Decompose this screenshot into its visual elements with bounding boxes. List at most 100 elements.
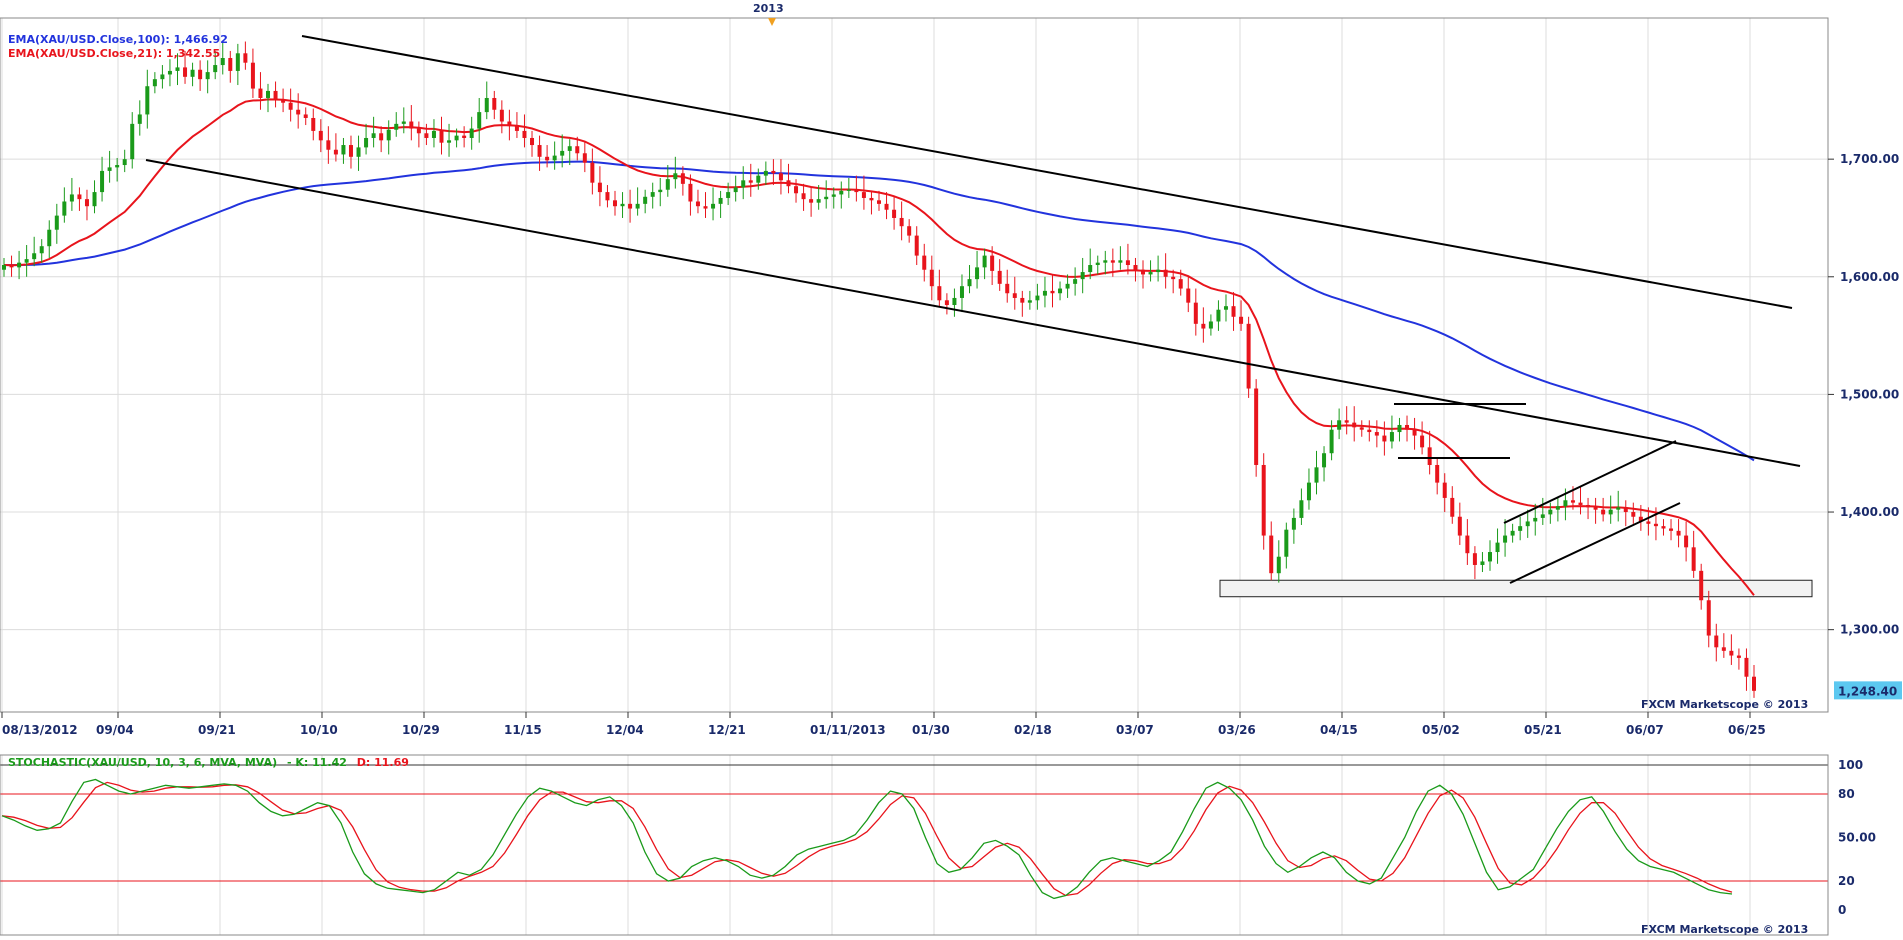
x-tick-label: 12/21 (708, 723, 746, 737)
flag-lower-line (1509, 502, 1681, 584)
candle-body (884, 203, 889, 210)
candle-body (1231, 306, 1236, 317)
trendlines (145, 35, 1801, 584)
candle-body (1269, 535, 1274, 574)
candle-body (54, 215, 59, 230)
candle-body (1450, 497, 1455, 517)
legend-stochastic: STOCHASTIC(XAU/USD, 10, 3, 6, MVA, MVA) … (8, 756, 409, 769)
candle-body (9, 265, 14, 268)
candle-body (1721, 647, 1726, 651)
candle-body (1337, 420, 1342, 430)
watermark-main: FXCM Marketscope © 2013 (1641, 698, 1809, 711)
candle-body (62, 201, 67, 216)
candle-body (439, 130, 444, 143)
x-tick-label: 09/21 (198, 723, 236, 737)
candle-body (975, 267, 980, 280)
candle-body (937, 286, 942, 301)
candle-body (326, 140, 331, 150)
candle-body (1548, 509, 1553, 515)
candle-body (967, 279, 972, 287)
candle-body (537, 145, 542, 157)
candle-body (32, 253, 37, 260)
candle-body (560, 150, 565, 156)
candle-body (24, 259, 29, 263)
candle-body (1487, 552, 1492, 562)
candle-body (462, 135, 467, 138)
candle-body (69, 194, 74, 202)
candle-body (409, 121, 414, 129)
candle-body (1156, 269, 1161, 273)
candle-body (620, 203, 625, 207)
candle-body (1065, 283, 1070, 289)
candle-body (1586, 504, 1591, 508)
candle-body (1555, 506, 1560, 510)
candle-body (997, 270, 1002, 284)
candle-body (447, 140, 452, 143)
candle-body (122, 159, 127, 166)
candle-body (877, 200, 881, 204)
candle-body (401, 121, 406, 124)
candle-body (1465, 535, 1470, 554)
stochastic-tick-label: 100 (1838, 758, 1863, 772)
legend-ema100: EMA(XAU/USD.Close,100): 1,466.92 (8, 33, 228, 46)
candle-body (1367, 429, 1372, 433)
stochastic-tick-label: 80 (1838, 787, 1855, 801)
candle-body (175, 67, 180, 71)
candle-body (1427, 447, 1432, 465)
candle-body (1676, 530, 1681, 536)
candle-body (944, 300, 949, 306)
candle-body (1201, 323, 1206, 329)
x-tick-label: 08/13/2012 (2, 723, 78, 737)
candle-body (273, 90, 278, 101)
stochastic-d-line (1, 781, 1733, 897)
candle-body (1510, 530, 1515, 536)
candle-body (1103, 260, 1108, 263)
candle-body (1608, 509, 1613, 515)
candle-body (386, 129, 391, 141)
candle-body (1359, 427, 1364, 430)
candle-body (786, 180, 791, 187)
candle-body (1389, 432, 1394, 442)
candle-body (356, 147, 361, 157)
support-zone-rect (1219, 579, 1813, 598)
candle-body (688, 183, 693, 202)
stochastic-tick-label: 0 (1838, 903, 1846, 917)
candle-body (424, 133, 429, 138)
candle-body (281, 100, 286, 103)
candle-body (1223, 306, 1228, 310)
y-tick-label: 1,300.00 (1840, 623, 1899, 637)
candle-body (628, 203, 633, 209)
candle-body (1042, 290, 1047, 296)
candle-body (1118, 260, 1123, 263)
candle-body (130, 123, 135, 160)
candle-body (522, 130, 527, 138)
candle-body (605, 192, 610, 201)
x-tick-label: 12/04 (606, 723, 644, 737)
candle-body (514, 126, 519, 131)
candle-body (1254, 388, 1259, 465)
candle-body (303, 114, 308, 118)
candle-body (1329, 429, 1334, 454)
candle-body (1699, 570, 1704, 601)
stochastic-name: STOCHASTIC(XAU/USD, 10, 3, 6, MVA, MVA) (8, 756, 278, 769)
candle-body (1133, 265, 1138, 270)
candle-body (1646, 521, 1651, 524)
support-zone (1219, 579, 1813, 598)
candle-body (1540, 514, 1545, 518)
candle-body (1080, 272, 1085, 280)
candle-body (1638, 516, 1643, 522)
candle-body (597, 182, 602, 193)
candle-body (1684, 535, 1689, 548)
x-tick-label: 03/07 (1116, 723, 1154, 737)
candle-body (1420, 435, 1425, 448)
candle-body (1518, 526, 1523, 531)
candle-body (296, 109, 301, 115)
candle-body (1125, 260, 1130, 266)
candle-body (1472, 553, 1477, 565)
candle-body (756, 175, 761, 183)
candle-body (1299, 500, 1304, 518)
x-tick-label: 10/29 (402, 723, 440, 737)
candle-body (590, 162, 595, 183)
candle-body (348, 145, 353, 157)
candle-body (1623, 507, 1628, 513)
